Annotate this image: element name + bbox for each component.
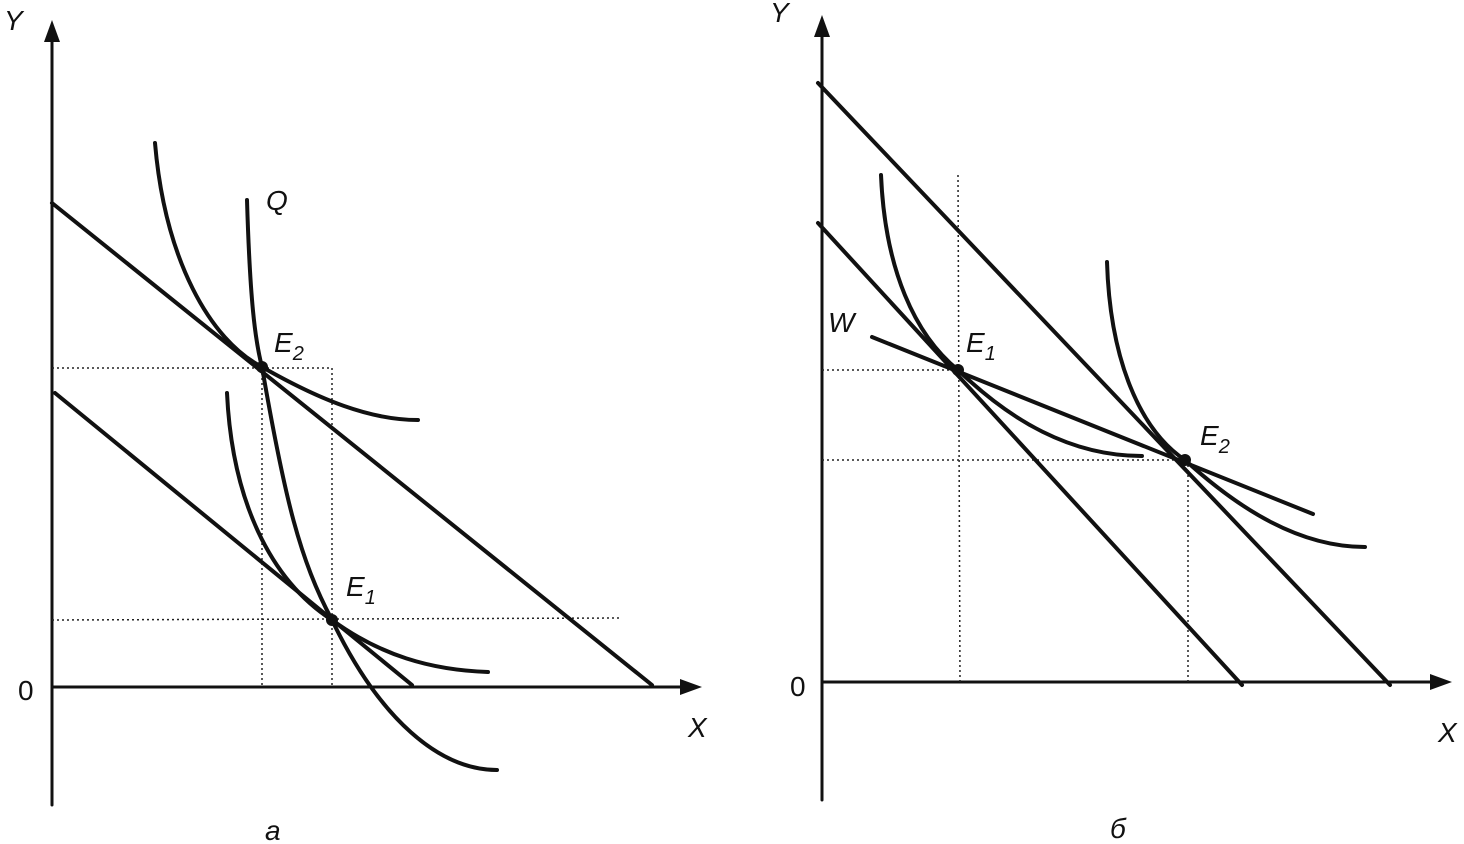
letter: E — [966, 327, 985, 358]
subscript: 2 — [1218, 436, 1230, 458]
x-label: X — [1437, 717, 1458, 748]
subscript: 1 — [985, 343, 996, 365]
letter: E — [274, 327, 293, 358]
curve-label: W — [828, 307, 857, 338]
caption: a — [265, 815, 281, 844]
guide — [957, 174, 961, 683]
letter: E — [1200, 420, 1219, 451]
y-label: Y — [4, 5, 25, 36]
panel-b: Y 0 X W E1 E2 б — [770, 0, 1458, 844]
point — [952, 364, 964, 376]
origin: 0 — [18, 675, 34, 706]
point-label: E1 — [346, 571, 376, 609]
w-line — [870, 335, 1315, 516]
budget-line — [50, 201, 654, 687]
arrow — [814, 15, 830, 37]
point-label: E1 — [966, 327, 996, 365]
x-label: X — [687, 712, 708, 743]
y-label: Y — [770, 0, 791, 28]
curve-label: Q — [266, 185, 288, 216]
point — [1179, 454, 1191, 466]
letter: E — [346, 571, 365, 602]
point — [256, 361, 268, 373]
subscript: 2 — [292, 343, 304, 365]
subscript: 1 — [365, 587, 376, 609]
indifference-curve — [1105, 260, 1367, 549]
budget-line — [53, 391, 414, 687]
arrow — [680, 679, 702, 695]
indifference-curve — [153, 141, 420, 422]
arrow — [44, 20, 60, 42]
origin: 0 — [790, 671, 806, 702]
budget-line — [816, 81, 1392, 687]
point — [326, 614, 338, 626]
indifference-curve — [225, 391, 490, 674]
panel-a: Y 0 X Q E2 E1 a — [4, 5, 708, 844]
point-label: E2 — [1200, 420, 1230, 458]
budget-line — [816, 221, 1244, 687]
indifference-curve — [879, 173, 1144, 458]
arrow — [1430, 674, 1452, 690]
caption: б — [1110, 813, 1127, 844]
q-curve — [245, 198, 499, 772]
point-label: E2 — [274, 327, 304, 365]
